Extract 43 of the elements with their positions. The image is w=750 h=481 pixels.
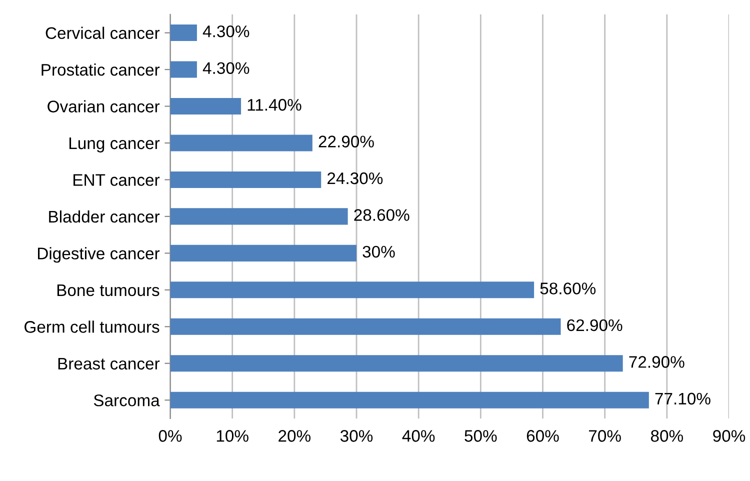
bar	[170, 61, 197, 78]
data-label: 30%	[362, 246, 395, 258]
bar	[170, 98, 242, 115]
data-label: 72.90%	[629, 356, 684, 368]
bar	[170, 171, 322, 188]
x-tick-label: 60%	[526, 430, 559, 442]
y-tick-label: Breast cancer	[58, 358, 160, 370]
data-label: 22.90%	[318, 136, 374, 148]
y-tick-label: Bladder cancer	[49, 210, 160, 223]
data-label: 24.30%	[328, 172, 383, 184]
bar	[170, 355, 623, 372]
x-tick-label: 0%	[158, 430, 182, 442]
bar	[170, 392, 649, 408]
y-tick-label: Digestive cancer	[38, 247, 160, 263]
data-label: 11.40%	[248, 98, 302, 111]
bar	[170, 24, 197, 42]
data-label: 4.30%	[202, 25, 250, 38]
bar	[170, 208, 348, 225]
bar	[170, 318, 561, 335]
y-tick-label: Lung cancer	[69, 138, 160, 152]
x-tick-label: 50%	[464, 430, 497, 442]
bar	[170, 244, 356, 262]
data-label: 62.90%	[567, 319, 622, 332]
x-tick-label: 40%	[402, 430, 435, 442]
bar	[170, 134, 312, 152]
data-label: 58.60%	[540, 282, 596, 294]
data-label: 28.60%	[354, 209, 410, 221]
data-label: 4.30%	[202, 62, 250, 74]
y-tick-label: Bone tumours	[57, 284, 160, 296]
y-tick-label: Sarcoma	[94, 394, 160, 406]
x-tick-label: 90%	[713, 430, 746, 442]
x-tick-label: 70%	[589, 430, 621, 442]
y-tick-label: Cervical cancer	[46, 26, 160, 39]
y-tick-label: Germ cell tumours	[24, 320, 160, 333]
x-tick-label: 30%	[340, 430, 373, 442]
data-label: 77.10%	[655, 392, 710, 405]
y-tick-label: Ovarian cancer	[48, 100, 160, 112]
y-tick-label: ENT cancer	[74, 174, 160, 186]
y-tick-label: Prostatic cancer	[42, 63, 160, 76]
x-tick-label: 10%	[216, 430, 248, 442]
bar	[170, 282, 534, 298]
x-tick-label: 80%	[650, 430, 684, 442]
x-tick-label: 20%	[278, 430, 311, 442]
